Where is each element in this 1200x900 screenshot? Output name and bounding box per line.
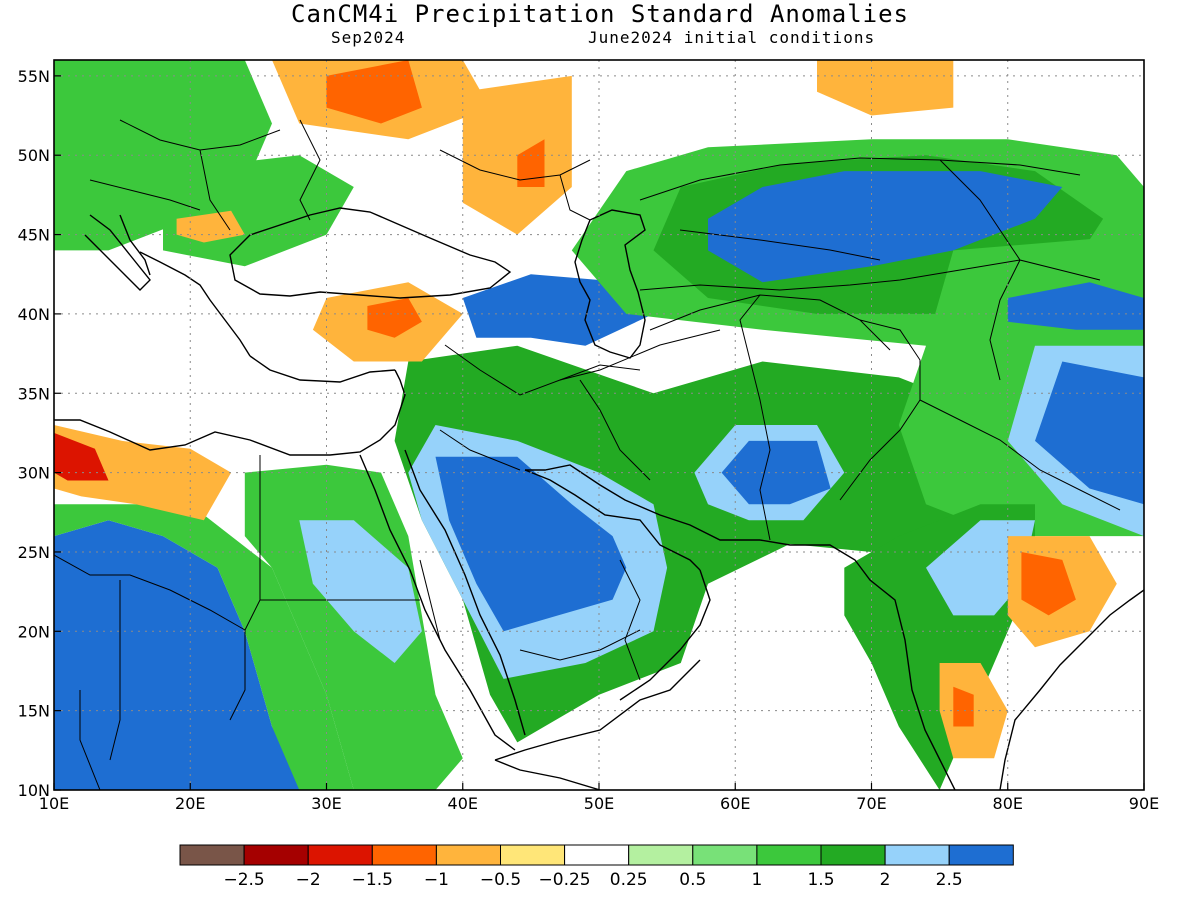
lon-label: 80E bbox=[993, 794, 1023, 813]
anomaly-region-deccan-core bbox=[953, 686, 974, 727]
init-conditions: June2024 initial conditions bbox=[588, 28, 876, 47]
valid-month: Sep2024 bbox=[331, 28, 406, 47]
colorbar-swatch bbox=[243, 844, 309, 866]
lat-label: 55N bbox=[18, 67, 50, 86]
colorbar-swatch bbox=[564, 844, 630, 866]
lat-label: 35N bbox=[18, 384, 50, 403]
colorbar-swatch bbox=[307, 844, 373, 866]
lon-label: 30E bbox=[311, 794, 341, 813]
lon-label: 50E bbox=[584, 794, 614, 813]
anomaly-region-sudan-light bbox=[299, 520, 422, 663]
lat-label: 20N bbox=[18, 622, 50, 641]
colorbar-swatch bbox=[884, 844, 950, 866]
lat-label: 30N bbox=[18, 464, 50, 483]
anomaly-region-hungary-dry bbox=[176, 210, 245, 243]
anomaly-region-east-africa-wet bbox=[54, 520, 300, 790]
lon-label: 20E bbox=[175, 794, 205, 813]
coastlines bbox=[54, 207, 1144, 790]
lon-axis-labels: 10E 20E 30E 40E 50E 60E 70E 80E 90E bbox=[39, 794, 1159, 813]
colorbar-label: 2.5 bbox=[936, 870, 963, 890]
lat-label: 40N bbox=[18, 305, 50, 324]
colorbar-swatch bbox=[756, 844, 822, 866]
colorbar-label: 0.25 bbox=[610, 870, 648, 890]
lon-label: 70E bbox=[856, 794, 886, 813]
anomaly-region-east-africa-moist bbox=[54, 504, 354, 790]
colorbar-label: −0.5 bbox=[480, 870, 521, 890]
lat-label: 15N bbox=[18, 702, 50, 721]
anomaly-region-volga-core bbox=[517, 139, 545, 187]
lat-axis-labels: 10N 15N 20N 25N 30N 35N 40N 45N 50N 55N bbox=[18, 67, 50, 800]
colorbar-label: −1.5 bbox=[352, 870, 393, 890]
colorbar-label: 1 bbox=[751, 870, 762, 890]
lat-label: 45N bbox=[18, 226, 50, 245]
colorbar-swatch bbox=[179, 844, 245, 866]
colorbar-swatch bbox=[628, 844, 694, 866]
anomaly-region-libya-core bbox=[54, 432, 109, 481]
anomaly-region-arabia-wet bbox=[435, 456, 627, 632]
anomaly-region-libya-dry bbox=[54, 425, 232, 521]
colorbar-label: 0.5 bbox=[679, 870, 706, 890]
colorbar-label: 2 bbox=[880, 870, 891, 890]
anomaly-region-turkey-core bbox=[367, 298, 422, 338]
colorbar-swatch bbox=[948, 844, 1014, 866]
colorbar-label: 1.5 bbox=[807, 870, 834, 890]
colorbar-label: −2 bbox=[296, 870, 321, 890]
colorbar-swatch bbox=[435, 844, 501, 866]
lon-label: 40E bbox=[448, 794, 478, 813]
country-borders bbox=[54, 119, 1121, 790]
lon-label: 60E bbox=[720, 794, 750, 813]
lon-label: 10E bbox=[39, 794, 69, 813]
colorbar-swatch bbox=[500, 844, 566, 866]
anomaly-region-china-wet bbox=[1035, 361, 1144, 505]
colorbar-label: −2.5 bbox=[223, 870, 264, 890]
colorbar-swatch bbox=[371, 844, 437, 866]
lat-label: 50N bbox=[18, 146, 50, 165]
lon-label: 90E bbox=[1129, 794, 1159, 813]
lat-label: 25N bbox=[18, 543, 50, 562]
colorbar-swatch bbox=[692, 844, 758, 866]
lat-label: 10N bbox=[18, 781, 50, 800]
anomaly-region-kazakh-wet bbox=[708, 171, 1063, 283]
anomaly-region-orissa-core bbox=[1021, 552, 1076, 616]
colorbar: −2.5 −2 −1.5 −1 −0.5 −0.25 0.25 0.5 1 1.5 2 2.5 bbox=[179, 844, 1014, 890]
axis-ticks bbox=[53, 75, 1145, 791]
chart-title: CanCM4i Precipitation Standard Anomalies bbox=[291, 0, 909, 28]
colorbar-label: −0.25 bbox=[539, 870, 591, 890]
colorbar-label: −1 bbox=[424, 870, 449, 890]
anomaly-region-tarim-wet bbox=[1007, 282, 1144, 330]
anomaly-region-siberia-dry bbox=[817, 60, 954, 116]
colorbar-swatch bbox=[820, 844, 886, 866]
graticule bbox=[54, 60, 1144, 790]
